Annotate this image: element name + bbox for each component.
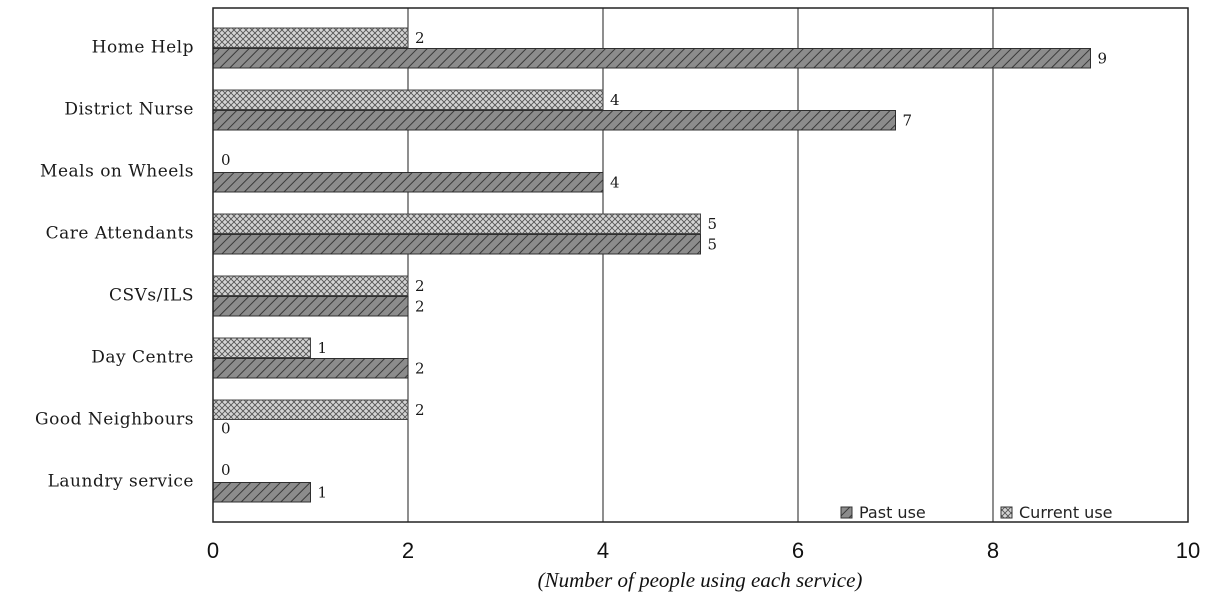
x-tick-label: 10 bbox=[1176, 538, 1200, 563]
data-label: 4 bbox=[610, 173, 620, 191]
data-label: 7 bbox=[903, 111, 913, 129]
x-tick-label: 6 bbox=[792, 538, 804, 563]
x-tick-label: 8 bbox=[987, 538, 999, 563]
labels: Home Help 2 9 District Nurse 4 7 Meals on Whee… bbox=[35, 29, 1107, 502]
legend-past-swatch bbox=[840, 506, 853, 519]
x-tick-label: 0 bbox=[207, 538, 219, 563]
legend-current-swatch bbox=[1000, 506, 1013, 519]
data-label: 2 bbox=[415, 277, 425, 295]
category-label: District Nurse bbox=[64, 100, 194, 120]
bar bbox=[212, 296, 409, 317]
data-label: 9 bbox=[1098, 49, 1108, 67]
bar bbox=[212, 358, 409, 379]
category-label: Care Attendants bbox=[46, 224, 194, 244]
data-label: 0 bbox=[221, 419, 231, 437]
legend-past-label: Past use bbox=[859, 503, 926, 522]
legend: Past use Current use bbox=[840, 503, 1113, 522]
data-label: 0 bbox=[221, 151, 231, 169]
data-label: 5 bbox=[708, 235, 718, 253]
data-label: 2 bbox=[415, 297, 425, 315]
bar bbox=[212, 482, 311, 503]
bar bbox=[212, 399, 409, 420]
bar bbox=[212, 234, 701, 255]
data-label: 2 bbox=[415, 359, 425, 377]
data-label: 2 bbox=[415, 29, 425, 47]
bar bbox=[212, 48, 1091, 69]
x-tick-label: 2 bbox=[402, 538, 414, 563]
category-label: Good Neighbours bbox=[35, 410, 194, 430]
data-label: 1 bbox=[318, 483, 328, 501]
bar bbox=[212, 337, 311, 358]
bar bbox=[212, 213, 701, 234]
category-label: Meals on Wheels bbox=[40, 162, 194, 182]
plot-frame bbox=[212, 7, 1189, 523]
bar bbox=[212, 172, 604, 193]
data-label: 5 bbox=[708, 215, 718, 233]
bar bbox=[212, 275, 409, 296]
grid bbox=[407, 8, 994, 522]
bar bbox=[212, 110, 896, 131]
bar bbox=[212, 89, 604, 110]
x-tick-label: 4 bbox=[597, 538, 609, 563]
legend-current-label: Current use bbox=[1019, 503, 1113, 522]
x-axis-label: (Number of people using each service) bbox=[538, 568, 863, 592]
x-axis-ticks: 0 2 4 6 8 10 bbox=[207, 538, 1200, 563]
data-label: 4 bbox=[610, 91, 620, 109]
category-label: Day Centre bbox=[91, 348, 194, 368]
data-label: 1 bbox=[318, 339, 328, 357]
category-label: Home Help bbox=[92, 38, 194, 58]
data-label: 2 bbox=[415, 401, 425, 419]
bars bbox=[212, 27, 1091, 503]
bar bbox=[212, 27, 409, 48]
category-label: Laundry service bbox=[48, 472, 194, 492]
category-label: CSVs/ILS bbox=[109, 286, 194, 306]
data-label: 0 bbox=[221, 461, 231, 479]
